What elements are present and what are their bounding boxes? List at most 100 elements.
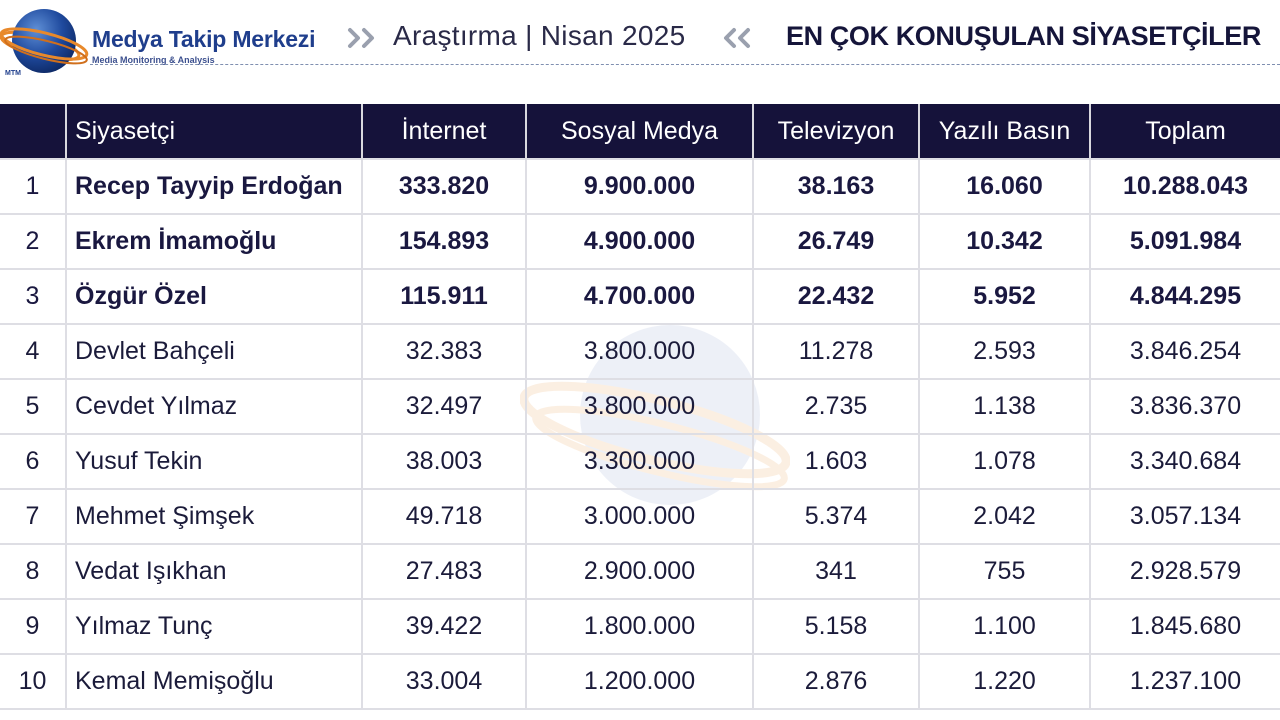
television-cell: 2.735	[752, 378, 920, 435]
print-press-cell: 10.342	[918, 213, 1091, 270]
internet-cell: 115.911	[361, 268, 527, 325]
internet-cell: 154.893	[361, 213, 527, 270]
total-cell: 3.846.254	[1089, 323, 1280, 380]
television-cell: 2.876	[752, 653, 920, 710]
rank-cell: 4	[0, 323, 67, 380]
print-press-cell: 1.138	[918, 378, 1091, 435]
print-press-cell: 5.952	[918, 268, 1091, 325]
page-header: MTM Medya Takip Merkezi Media Monitoring…	[0, 0, 1280, 80]
column-header-politician: Siyasetçi	[65, 104, 362, 159]
politicians-table: Siyasetçi İnternet Sosyal Medya Televizy…	[0, 104, 1280, 710]
rank-cell: 10	[0, 653, 67, 710]
print-press-cell: 1.220	[918, 653, 1091, 710]
table-row: 1 Recep Tayyip Erdoğan 333.820 9.900.000…	[0, 158, 1280, 215]
politician-name-cell: Kemal Memişoğlu	[65, 653, 363, 710]
total-cell: 2.928.579	[1089, 543, 1280, 600]
social-media-cell: 2.900.000	[525, 543, 754, 600]
internet-cell: 333.820	[361, 158, 527, 215]
table-row: 9 Yılmaz Tunç 39.422 1.800.000 5.158 1.1…	[0, 598, 1280, 655]
print-press-cell: 1.100	[918, 598, 1091, 655]
table-row: 3 Özgür Özel 115.911 4.700.000 22.432 5.…	[0, 268, 1280, 325]
total-cell: 3.340.684	[1089, 433, 1280, 490]
print-press-cell: 1.078	[918, 433, 1091, 490]
television-cell: 5.158	[752, 598, 920, 655]
politician-name-cell: Vedat Işıkhan	[65, 543, 363, 600]
television-cell: 1.603	[752, 433, 920, 490]
politician-name-cell: Devlet Bahçeli	[65, 323, 363, 380]
logo-caption: MTM	[5, 70, 21, 77]
table-row: 8 Vedat Işıkhan 27.483 2.900.000 341 755…	[0, 543, 1280, 600]
column-header-print-press: Yazılı Basın	[918, 104, 1090, 159]
double-chevron-left-icon	[724, 28, 750, 48]
television-cell: 5.374	[752, 488, 920, 545]
brand-name: Medya Takip Merkezi	[92, 26, 316, 52]
rank-cell: 1	[0, 158, 67, 215]
table-row: 5 Cevdet Yılmaz 32.497 3.800.000 2.735 1…	[0, 378, 1280, 435]
social-media-cell: 3.800.000	[525, 323, 754, 380]
politician-name-cell: Yusuf Tekin	[65, 433, 363, 490]
internet-cell: 49.718	[361, 488, 527, 545]
rank-cell: 8	[0, 543, 67, 600]
brand-subtitle: Media Monitoring & Analysis	[92, 55, 215, 65]
print-press-cell: 755	[918, 543, 1091, 600]
social-media-cell: 3.000.000	[525, 488, 754, 545]
internet-cell: 32.497	[361, 378, 527, 435]
column-header-social-media: Sosyal Medya	[525, 104, 753, 159]
total-cell: 10.288.043	[1089, 158, 1280, 215]
total-cell: 3.836.370	[1089, 378, 1280, 435]
internet-cell: 38.003	[361, 433, 527, 490]
social-media-cell: 4.900.000	[525, 213, 754, 270]
social-media-cell: 3.800.000	[525, 378, 754, 435]
politicians-table-container: Siyasetçi İnternet Sosyal Medya Televizy…	[0, 104, 1280, 710]
table-row: 10 Kemal Memişoğlu 33.004 1.200.000 2.87…	[0, 653, 1280, 710]
internet-cell: 39.422	[361, 598, 527, 655]
rank-cell: 9	[0, 598, 67, 655]
rank-cell: 6	[0, 433, 67, 490]
politician-name-cell: Özgür Özel	[65, 268, 363, 325]
total-cell: 3.057.134	[1089, 488, 1280, 545]
television-cell: 22.432	[752, 268, 920, 325]
header-divider	[90, 64, 1280, 65]
internet-cell: 33.004	[361, 653, 527, 710]
social-media-cell: 1.800.000	[525, 598, 754, 655]
column-header-television: Televizyon	[752, 104, 919, 159]
table-row: 4 Devlet Bahçeli 32.383 3.800.000 11.278…	[0, 323, 1280, 380]
politician-name-cell: Ekrem İmamoğlu	[65, 213, 363, 270]
social-media-cell: 3.300.000	[525, 433, 754, 490]
social-media-cell: 1.200.000	[525, 653, 754, 710]
print-press-cell: 2.042	[918, 488, 1091, 545]
social-media-cell: 9.900.000	[525, 158, 754, 215]
rank-cell: 3	[0, 268, 67, 325]
television-cell: 38.163	[752, 158, 920, 215]
politician-name-cell: Yılmaz Tunç	[65, 598, 363, 655]
double-chevron-right-icon	[348, 28, 374, 48]
television-cell: 341	[752, 543, 920, 600]
total-cell: 5.091.984	[1089, 213, 1280, 270]
internet-cell: 32.383	[361, 323, 527, 380]
column-header-internet: İnternet	[361, 104, 526, 159]
print-press-cell: 2.593	[918, 323, 1091, 380]
globe-logo-icon: MTM	[0, 9, 89, 77]
table-row: 6 Yusuf Tekin 38.003 3.300.000 1.603 1.0…	[0, 433, 1280, 490]
table-row: 7 Mehmet Şimşek 49.718 3.000.000 5.374 2…	[0, 488, 1280, 545]
politician-name-cell: Mehmet Şimşek	[65, 488, 363, 545]
column-header-total: Toplam	[1089, 104, 1280, 159]
rank-cell: 7	[0, 488, 67, 545]
research-label: Araştırma | Nisan 2025	[393, 20, 686, 51]
social-media-cell: 4.700.000	[525, 268, 754, 325]
total-cell: 1.845.680	[1089, 598, 1280, 655]
print-press-cell: 16.060	[918, 158, 1091, 215]
rank-cell: 5	[0, 378, 67, 435]
politician-name-cell: Recep Tayyip Erdoğan	[65, 158, 363, 215]
column-header-rank	[0, 104, 66, 159]
table-header-row: Siyasetçi İnternet Sosyal Medya Televizy…	[0, 104, 1280, 159]
television-cell: 11.278	[752, 323, 920, 380]
rank-cell: 2	[0, 213, 67, 270]
total-cell: 4.844.295	[1089, 268, 1280, 325]
total-cell: 1.237.100	[1089, 653, 1280, 710]
politician-name-cell: Cevdet Yılmaz	[65, 378, 363, 435]
internet-cell: 27.483	[361, 543, 527, 600]
television-cell: 26.749	[752, 213, 920, 270]
table-row: 2 Ekrem İmamoğlu 154.893 4.900.000 26.74…	[0, 213, 1280, 270]
page-title: EN ÇOK KONUŞULAN SİYASETÇİLER	[786, 21, 1261, 51]
